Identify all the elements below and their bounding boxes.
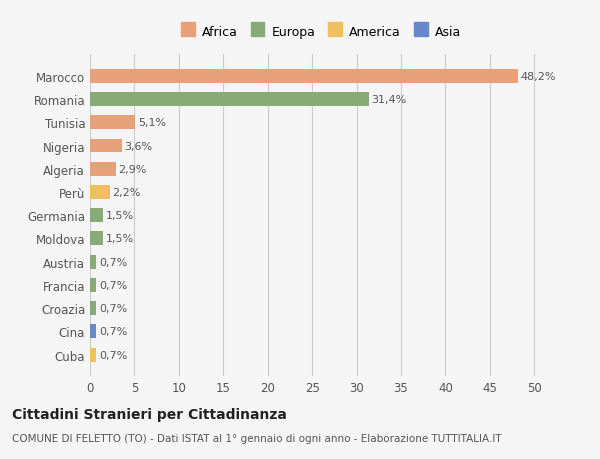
Text: 31,4%: 31,4% [371, 95, 407, 105]
Bar [90, 139, 122, 153]
Text: COMUNE DI FELETTO (TO) - Dati ISTAT al 1° gennaio di ogni anno - Elaborazione TU: COMUNE DI FELETTO (TO) - Dati ISTAT al 1… [12, 433, 502, 442]
Text: 3,6%: 3,6% [125, 141, 153, 151]
Text: 5,1%: 5,1% [138, 118, 166, 128]
Bar [90, 232, 103, 246]
Text: 48,2%: 48,2% [521, 72, 556, 82]
Text: 0,7%: 0,7% [99, 280, 127, 290]
Text: 1,5%: 1,5% [106, 211, 134, 221]
Text: 0,7%: 0,7% [99, 303, 127, 313]
Text: 0,7%: 0,7% [99, 257, 127, 267]
Legend: Africa, Europa, America, Asia: Africa, Europa, America, Asia [175, 20, 467, 45]
Bar [90, 255, 96, 269]
Text: 1,5%: 1,5% [106, 234, 134, 244]
Bar [90, 325, 96, 339]
Bar [90, 348, 96, 362]
Bar [90, 162, 116, 176]
Bar [90, 93, 369, 107]
Text: 2,2%: 2,2% [112, 188, 140, 197]
Text: 0,7%: 0,7% [99, 327, 127, 336]
Bar [90, 116, 136, 130]
Bar [90, 209, 103, 223]
Bar [90, 70, 518, 84]
Bar [90, 302, 96, 315]
Text: Cittadini Stranieri per Cittadinanza: Cittadini Stranieri per Cittadinanza [12, 407, 287, 421]
Text: 2,9%: 2,9% [118, 164, 147, 174]
Bar [90, 278, 96, 292]
Text: 0,7%: 0,7% [99, 350, 127, 360]
Bar [90, 185, 110, 200]
